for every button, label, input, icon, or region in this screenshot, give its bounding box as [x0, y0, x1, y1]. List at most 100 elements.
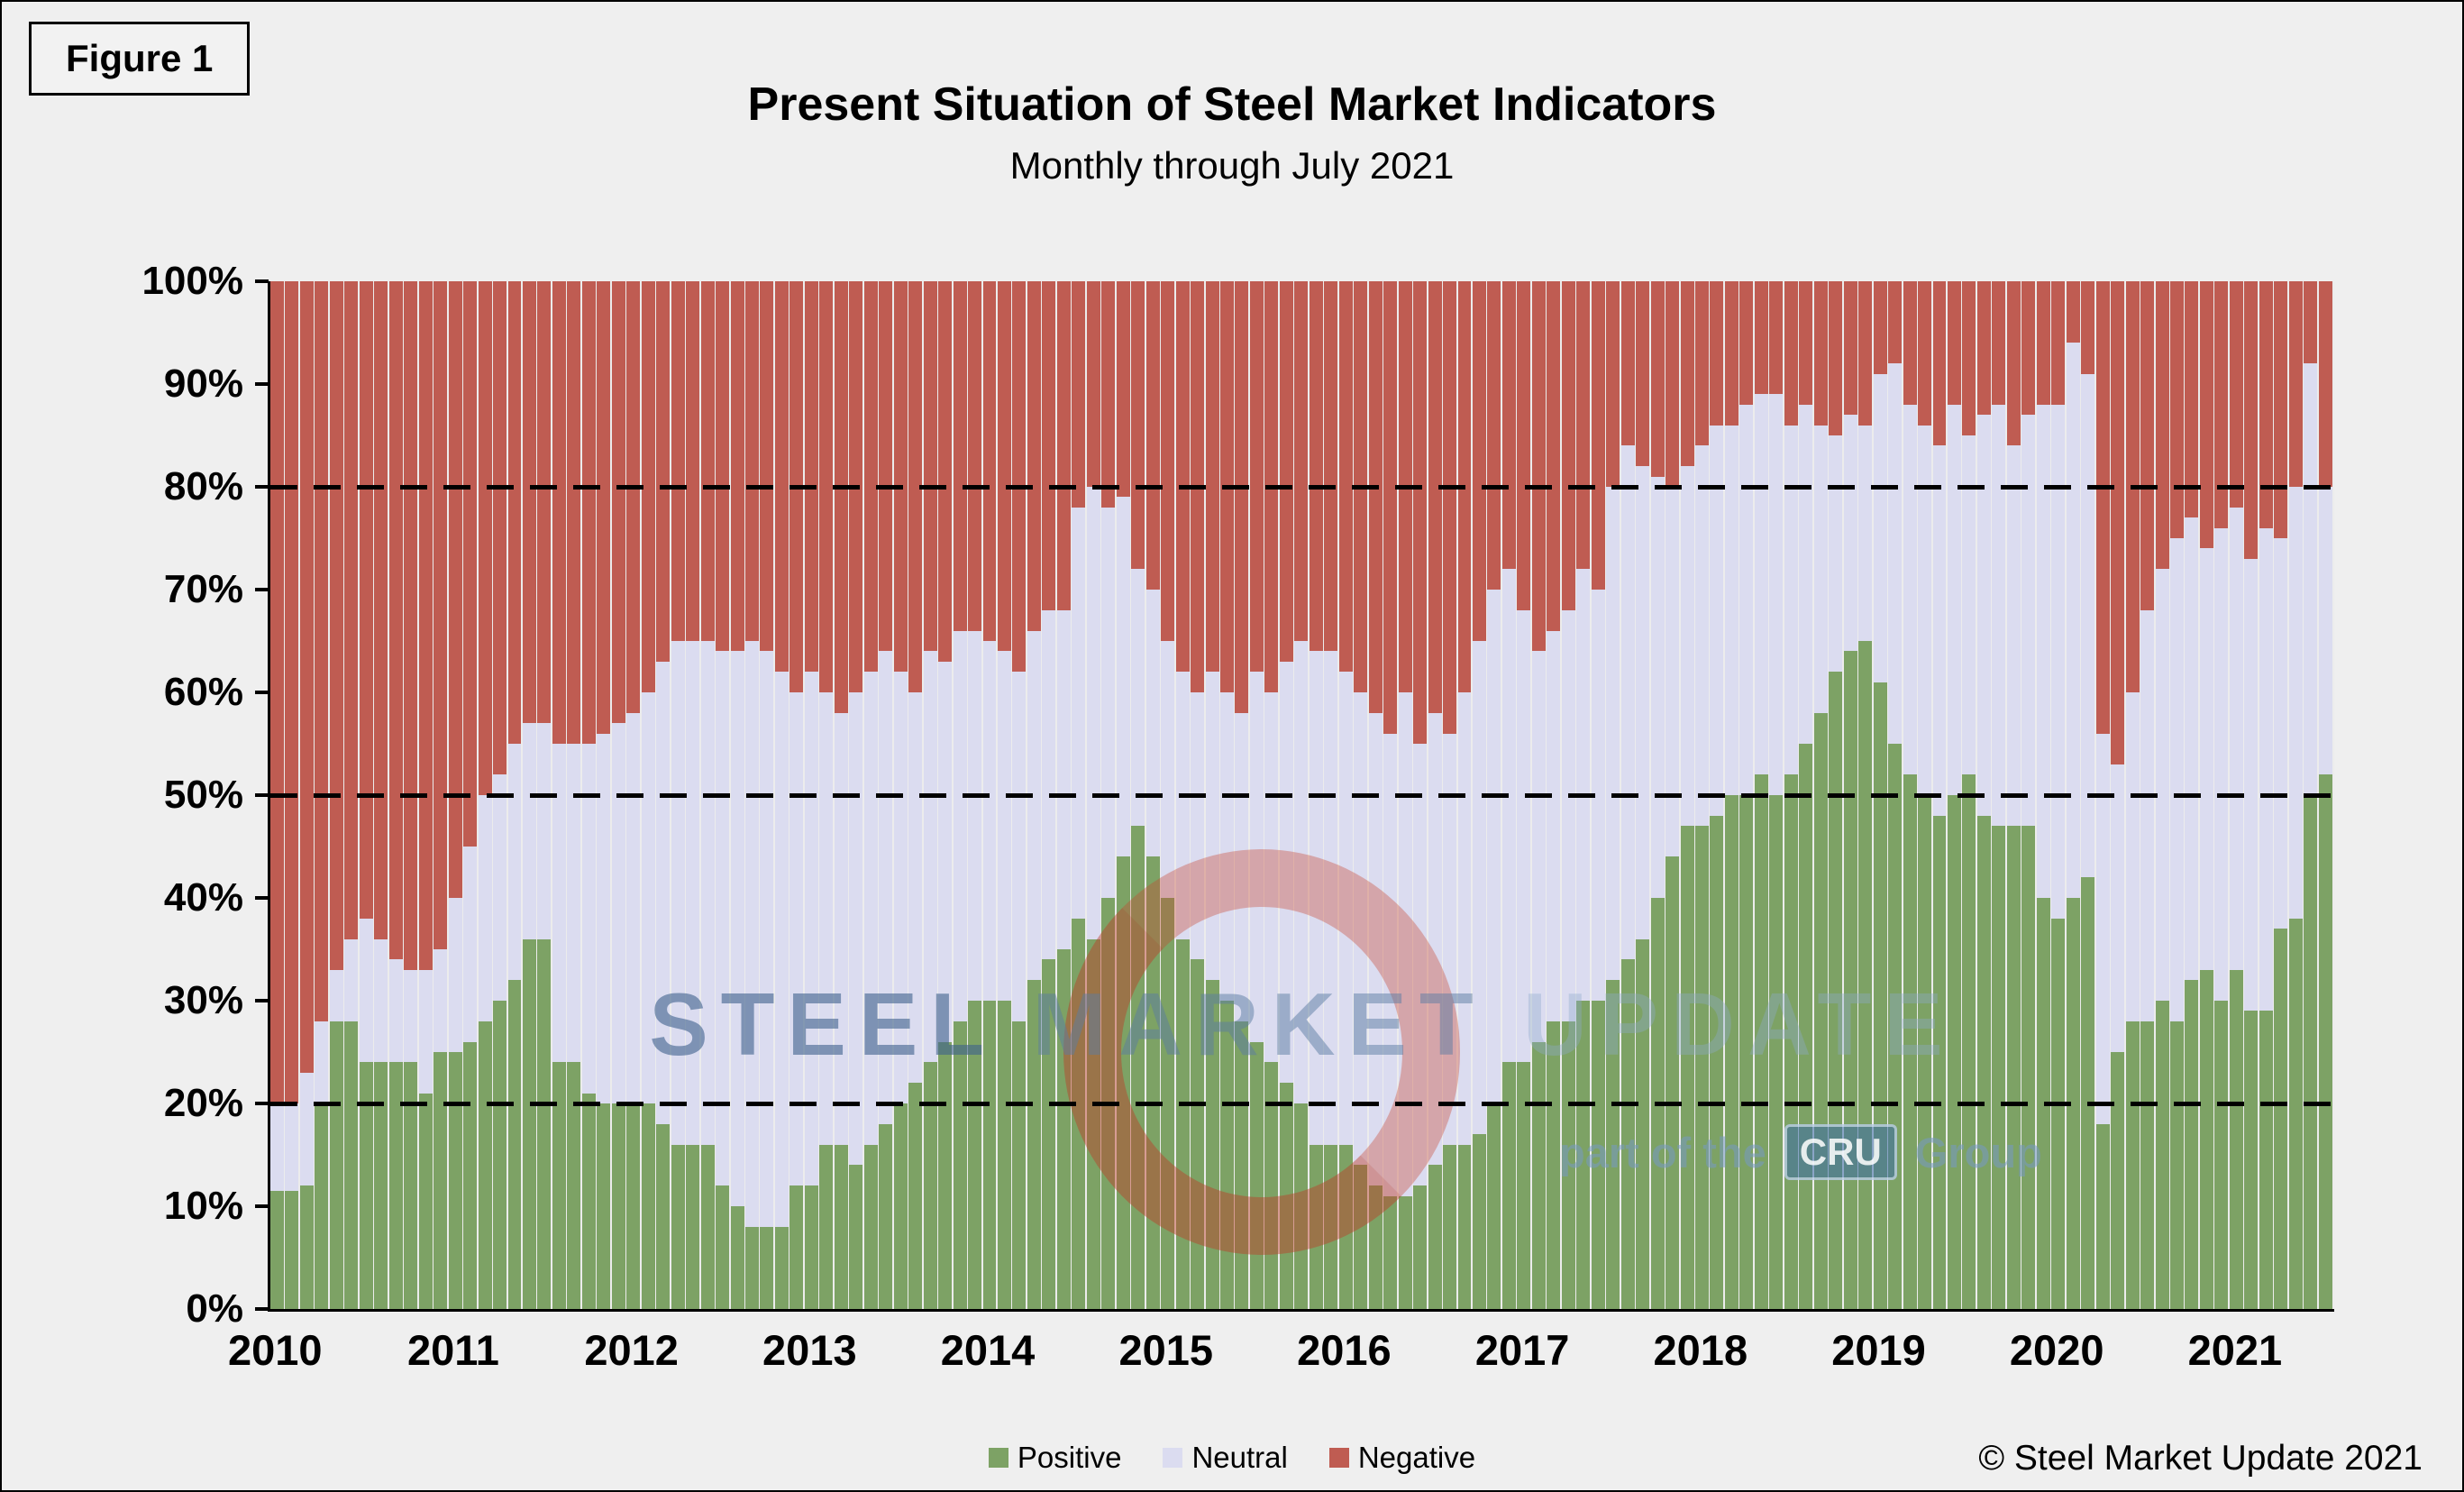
bar-segment-positive — [716, 1185, 730, 1309]
stacked-bar-2015-03 — [1191, 281, 1205, 1309]
bar-segment-neutral — [1531, 651, 1546, 1042]
bar-segment-neutral — [671, 641, 685, 1145]
bar-segment-neutral — [1131, 569, 1145, 827]
bar-segment-negative — [2214, 281, 2229, 528]
bar-segment-neutral — [493, 774, 506, 1001]
bar-segment-negative — [1903, 281, 1917, 405]
y-tick-mark-40 — [255, 896, 269, 900]
y-tick-mark-0 — [255, 1307, 269, 1311]
bar-segment-positive — [270, 1190, 284, 1309]
bar-segment-negative — [1739, 281, 1754, 405]
bar-segment-neutral — [537, 723, 552, 939]
stacked-bar-2019-11 — [2021, 281, 2036, 1309]
bar-segment-positive — [789, 1185, 804, 1309]
bar-segment-negative — [329, 281, 343, 970]
stacked-bar-2015-01 — [1161, 281, 1175, 1309]
bar-segment-neutral — [1829, 435, 1843, 673]
stacked-bar-2021-04 — [2274, 281, 2288, 1309]
bar-segment-neutral — [968, 630, 981, 1001]
bar-segment-positive — [1799, 743, 1813, 1309]
bar-segment-neutral — [626, 712, 641, 1103]
bar-segment-neutral — [2318, 487, 2332, 775]
bar-segment-positive — [893, 1103, 908, 1309]
bar-segment-negative — [1784, 281, 1798, 426]
bar-segment-neutral — [641, 692, 655, 1103]
stacked-bar-2018-02 — [1710, 281, 1724, 1309]
bar-segment-negative — [1116, 281, 1130, 498]
bar-segment-negative — [1056, 281, 1071, 610]
stacked-bar-2014-06 — [1056, 281, 1071, 1309]
bar-segment-negative — [359, 281, 373, 919]
stacked-bar-2017-11 — [1665, 281, 1680, 1309]
stacked-bar-2015-10 — [1294, 281, 1309, 1309]
bar-segment-negative — [1072, 281, 1086, 508]
bar-segment-neutral — [1145, 590, 1160, 857]
stacked-bar-2013-03 — [834, 281, 848, 1309]
stacked-bar-2010-08 — [374, 281, 388, 1309]
bar-segment-positive — [1976, 815, 1991, 1309]
plot-area: STEEL MARKET UPDATE part of the CRU Grou… — [255, 279, 2334, 1312]
y-tick-mark-90 — [255, 382, 269, 386]
x-tick-label-2011: 2011 — [406, 1326, 499, 1374]
bar-segment-neutral — [285, 1103, 299, 1191]
bar-segment-positive — [2304, 794, 2318, 1309]
stacked-bar-2020-12 — [2214, 281, 2229, 1309]
bar-segment-negative — [1235, 281, 1249, 713]
stacked-bar-2020-09 — [2170, 281, 2184, 1309]
bar-segment-negative — [1101, 281, 1116, 508]
bar-segment-negative — [299, 281, 314, 1073]
bar-segment-positive — [641, 1103, 655, 1309]
bar-segment-positive — [1531, 1041, 1546, 1309]
bar-segment-negative — [1027, 281, 1041, 631]
bar-segment-negative — [2318, 281, 2332, 487]
bar-segment-positive — [388, 1062, 403, 1309]
stacked-bar-2017-03 — [1547, 281, 1561, 1309]
stacked-bar-2018-04 — [1739, 281, 1754, 1309]
bar-segment-neutral — [1249, 672, 1264, 1042]
bar-segment-negative — [1428, 281, 1442, 713]
bar-segment-neutral — [2304, 363, 2318, 795]
bar-segment-negative — [1413, 281, 1428, 744]
bar-segment-negative — [626, 281, 641, 713]
bar-segment-neutral — [1680, 466, 1694, 827]
bar-segment-neutral — [997, 651, 1011, 1001]
bar-segment-negative — [1888, 281, 1903, 364]
stacked-bar-2011-06 — [522, 281, 536, 1309]
stacked-bar-2013-07 — [893, 281, 908, 1309]
x-tick-label-2014: 2014 — [940, 1326, 1036, 1374]
y-tick-label-80: 80% — [163, 464, 243, 508]
figure-number-label: Figure 1 — [66, 37, 214, 79]
bar-segment-positive — [522, 938, 536, 1309]
bar-segment-negative — [2170, 281, 2184, 538]
bar-segment-positive — [1620, 959, 1635, 1309]
bar-segment-positive — [299, 1185, 314, 1309]
bar-segment-positive — [1992, 826, 2006, 1309]
bar-segment-positive — [804, 1185, 818, 1309]
stacked-bar-2017-08 — [1620, 281, 1635, 1309]
bar-segment-positive — [953, 1021, 967, 1309]
stacked-bar-2018-03 — [1724, 281, 1738, 1309]
stacked-bar-2013-05 — [863, 281, 878, 1309]
bar-segment-negative — [953, 281, 967, 631]
stacked-bar-2016-04 — [1383, 281, 1398, 1309]
bar-segment-positive — [1784, 774, 1798, 1309]
bar-segment-neutral — [374, 938, 388, 1063]
bar-segment-neutral — [1042, 609, 1056, 960]
bar-segment-negative — [2006, 281, 2021, 446]
bar-segment-neutral — [1398, 692, 1412, 1196]
bar-segment-negative — [493, 281, 506, 775]
bar-segment-neutral — [834, 712, 848, 1145]
bar-segment-neutral — [1665, 487, 1680, 857]
stacked-bar-2020-01 — [2051, 281, 2066, 1309]
bar-segment-positive — [1072, 918, 1086, 1309]
bar-segment-neutral — [1487, 590, 1501, 1103]
stacked-bar-2016-02 — [1354, 281, 1368, 1309]
bar-segment-neutral — [1116, 497, 1130, 857]
bar-segment-negative — [2274, 281, 2288, 538]
bar-segment-neutral — [804, 672, 818, 1186]
bar-segment-negative — [1591, 281, 1605, 590]
bar-segment-negative — [1086, 281, 1100, 487]
bar-segment-negative — [1918, 281, 1931, 426]
legend-label-neutral: Neutral — [1191, 1441, 1288, 1474]
stacked-bar-2015-09 — [1279, 281, 1293, 1309]
